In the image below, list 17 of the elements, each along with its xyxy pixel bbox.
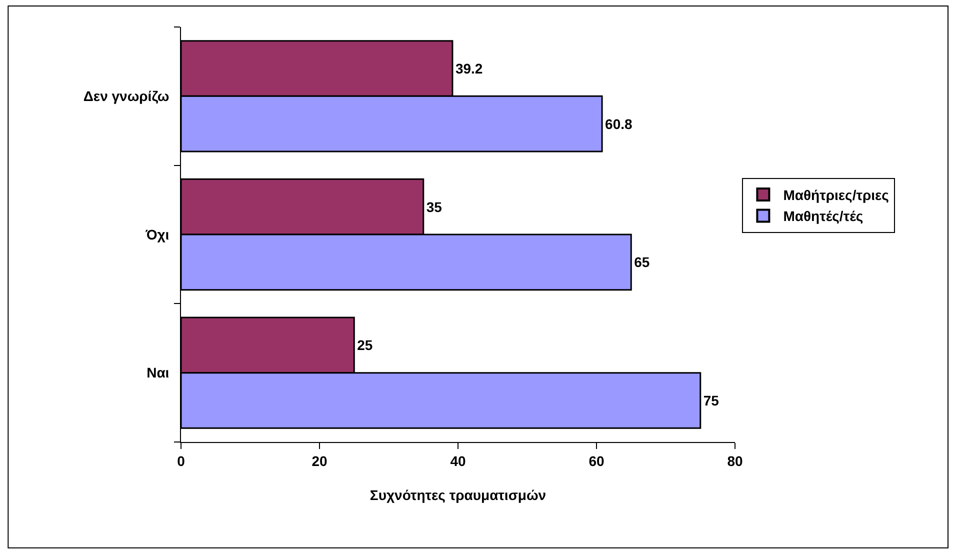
legend-label: Μαθήτριες/τριες [783,187,889,204]
data-label: 60.8 [605,116,632,132]
x-axis-title: Συχνότητες τραυματισμών [370,487,546,504]
x-tick-label: 0 [177,452,186,469]
data-label: 25 [357,337,373,354]
y-tick-label: Δεν γνωρίζω [83,88,170,104]
data-label: 35 [426,198,442,215]
y-tick-label: Όχι [144,226,170,242]
data-label: 65 [634,254,650,270]
x-tick-label: 20 [312,452,328,469]
y-tick-label: Ναι [146,364,170,381]
data-label: 39.2 [455,60,483,76]
x-tick-label: 80 [727,452,743,469]
x-tick-label: 40 [450,452,466,469]
x-tick-label: 60 [588,452,604,469]
data-label: 75 [703,392,720,408]
legend-label: Μαθητές/τές [783,208,864,224]
